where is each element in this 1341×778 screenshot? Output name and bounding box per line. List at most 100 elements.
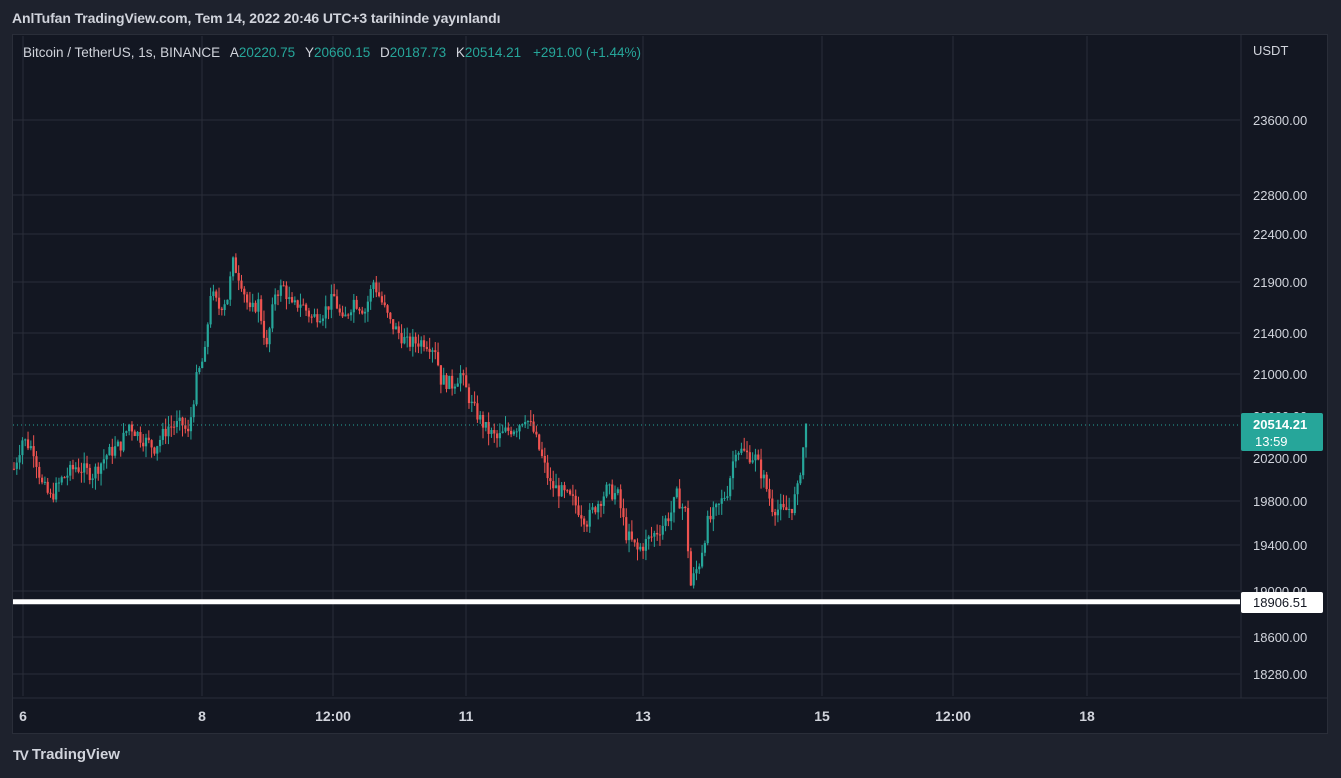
candle-body xyxy=(46,481,49,493)
candle-body xyxy=(12,468,16,470)
time-tick-label: 18 xyxy=(1079,708,1095,724)
candle-body xyxy=(434,350,437,353)
candle-body xyxy=(768,489,771,499)
candle-body xyxy=(352,299,355,313)
candle-body xyxy=(91,478,94,481)
candle-body xyxy=(670,512,673,522)
change-value: +291.00 (+1.44%) xyxy=(532,45,642,60)
candle-body xyxy=(111,446,114,456)
candle-body xyxy=(568,490,572,495)
candle-body xyxy=(465,375,468,388)
candle-body xyxy=(695,569,698,574)
candle-body xyxy=(417,343,420,347)
candle-body xyxy=(386,305,389,313)
grid-lines xyxy=(13,36,1240,696)
candle-body xyxy=(203,346,207,362)
candle-body xyxy=(102,459,105,464)
candle-body xyxy=(577,505,580,516)
candle-body xyxy=(420,340,423,347)
brand-name: TradingView xyxy=(31,746,120,763)
candle-body xyxy=(231,257,235,277)
candle-body xyxy=(451,375,454,389)
candle-body xyxy=(29,446,32,449)
candle-body xyxy=(411,336,414,347)
candle-body xyxy=(268,328,271,345)
tradingview-logo[interactable]: TV TradingView xyxy=(13,746,120,763)
candle-body xyxy=(299,304,302,308)
candle-body xyxy=(327,306,330,310)
candle-body xyxy=(473,401,476,404)
candle-body xyxy=(57,482,61,484)
candle-body xyxy=(319,320,322,323)
candle-body xyxy=(675,488,678,498)
candle-body xyxy=(122,432,125,451)
candle-body xyxy=(571,494,574,496)
candle-body xyxy=(187,428,190,432)
candle-body xyxy=(215,291,218,298)
candle-body xyxy=(591,507,594,510)
candle-body xyxy=(63,477,66,479)
chart-panel[interactable] xyxy=(12,34,1328,734)
candle-body xyxy=(717,503,721,505)
support-price-value: 18906.51 xyxy=(1253,595,1307,610)
candle-body xyxy=(608,484,611,486)
candle-body xyxy=(288,297,291,300)
candle-body xyxy=(290,297,294,303)
candle-body xyxy=(782,503,785,508)
low-key: D xyxy=(380,45,390,60)
candle-body xyxy=(703,543,706,553)
candle-body xyxy=(481,414,485,428)
last-price-badge: 20514.21 13:59 xyxy=(1241,413,1323,451)
candle-body xyxy=(282,285,285,287)
candle-body xyxy=(380,296,384,303)
candle-body xyxy=(184,425,187,429)
candle-body xyxy=(77,467,80,472)
price-tick-label: 18280.00 xyxy=(1253,667,1307,682)
candle-body xyxy=(507,427,510,431)
candle-body xyxy=(790,508,794,514)
candle-body xyxy=(99,463,103,474)
candle-body xyxy=(546,462,549,479)
candle-body xyxy=(476,403,479,420)
candle-body xyxy=(754,454,757,461)
open-value: 20220.75 xyxy=(238,45,296,60)
candle-body xyxy=(552,481,555,489)
candle-body xyxy=(709,515,712,520)
time-tick-label: 13 xyxy=(635,708,651,724)
candle-body xyxy=(524,421,527,425)
candle-body xyxy=(114,446,117,456)
candle-body xyxy=(720,498,723,504)
candle-body xyxy=(105,455,108,460)
low-value: 20187.73 xyxy=(389,45,447,60)
candle-body xyxy=(658,534,662,536)
candle-body xyxy=(85,463,89,468)
candle-body xyxy=(128,424,131,432)
candle-body xyxy=(414,336,417,344)
candle-body xyxy=(636,542,639,550)
candle-body xyxy=(15,462,18,469)
candle-body xyxy=(49,492,52,494)
candle-body xyxy=(597,503,600,513)
candle-body xyxy=(681,506,684,509)
candle-body xyxy=(116,441,120,447)
candle-body xyxy=(757,454,760,460)
candle-body xyxy=(333,294,336,297)
candle-body xyxy=(667,518,670,522)
candle-body xyxy=(285,285,288,300)
candle-body xyxy=(88,467,91,481)
symbol-label[interactable]: Bitcoin / TetherUS, 1s, BINANCE xyxy=(23,45,221,60)
candle-body xyxy=(246,294,249,303)
candle-body xyxy=(74,467,77,470)
time-axis[interactable]: 6 8 12:00 11 13 15 12:00 18 xyxy=(19,708,1095,724)
price-tick-label: 21900.00 xyxy=(1253,275,1307,290)
candle-body xyxy=(594,507,597,513)
candle-body xyxy=(574,495,577,506)
candle-body xyxy=(779,503,782,510)
candle-body xyxy=(32,446,35,457)
time-tick-label: 12:00 xyxy=(935,708,971,724)
candle-body xyxy=(627,531,631,541)
candle-body xyxy=(158,439,162,447)
candle-body xyxy=(355,299,358,309)
candle-body xyxy=(24,439,27,441)
